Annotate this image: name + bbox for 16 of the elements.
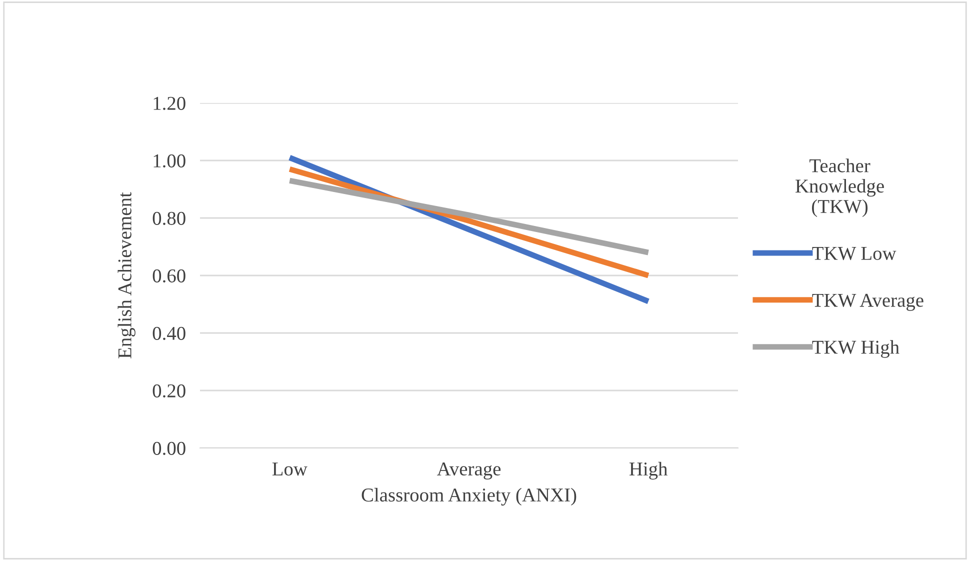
y-tick-label: 1.00 (154, 154, 186, 168)
x-tick-label: Average (436, 462, 501, 480)
x-tick-label: High (629, 462, 668, 480)
y-tick-label: 1.20 (154, 96, 186, 110)
y-tick-label: 0.20 (152, 384, 186, 398)
y-tick-label: 0.80 (152, 212, 186, 226)
legend-title: Teacher Knowledge (TKW) (796, 158, 884, 217)
y-tick-label: 0.00 (152, 442, 186, 456)
y-tick-label: 0.40 (152, 326, 186, 340)
legend-label: TKW Average (812, 294, 924, 311)
y-axis-title: English Achievement (118, 192, 136, 358)
x-tick-label: Low (272, 462, 308, 476)
legend-label: TKW Low (812, 247, 896, 260)
x-axis-title: Classroom Anxiety (ANXI) (362, 488, 576, 506)
y-tick-label: 0.60 (152, 269, 186, 283)
legend-label: TKW High (812, 340, 900, 358)
